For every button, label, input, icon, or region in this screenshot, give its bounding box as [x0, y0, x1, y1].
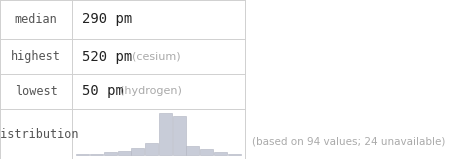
Bar: [76, 153, 89, 155]
Text: 520 pm: 520 pm: [82, 49, 132, 63]
Text: (hydrogen): (hydrogen): [120, 86, 182, 97]
Text: lowest: lowest: [15, 85, 57, 98]
Text: (based on 94 values; 24 unavailable): (based on 94 values; 24 unavailable): [252, 136, 445, 146]
Bar: [90, 153, 103, 155]
Text: (cesium): (cesium): [132, 52, 180, 62]
Text: 50 pm: 50 pm: [82, 84, 124, 98]
Text: 290 pm: 290 pm: [82, 13, 132, 27]
Bar: [228, 153, 241, 155]
Bar: [186, 146, 199, 155]
Text: distribution: distribution: [0, 128, 79, 141]
Bar: [214, 152, 227, 155]
Bar: [131, 148, 144, 155]
Text: median: median: [15, 13, 57, 26]
Bar: [159, 113, 172, 155]
Bar: [118, 151, 131, 155]
Bar: [104, 152, 117, 155]
Bar: [145, 143, 158, 155]
Bar: [200, 149, 213, 155]
Text: highest: highest: [11, 50, 61, 63]
Bar: [173, 116, 185, 155]
